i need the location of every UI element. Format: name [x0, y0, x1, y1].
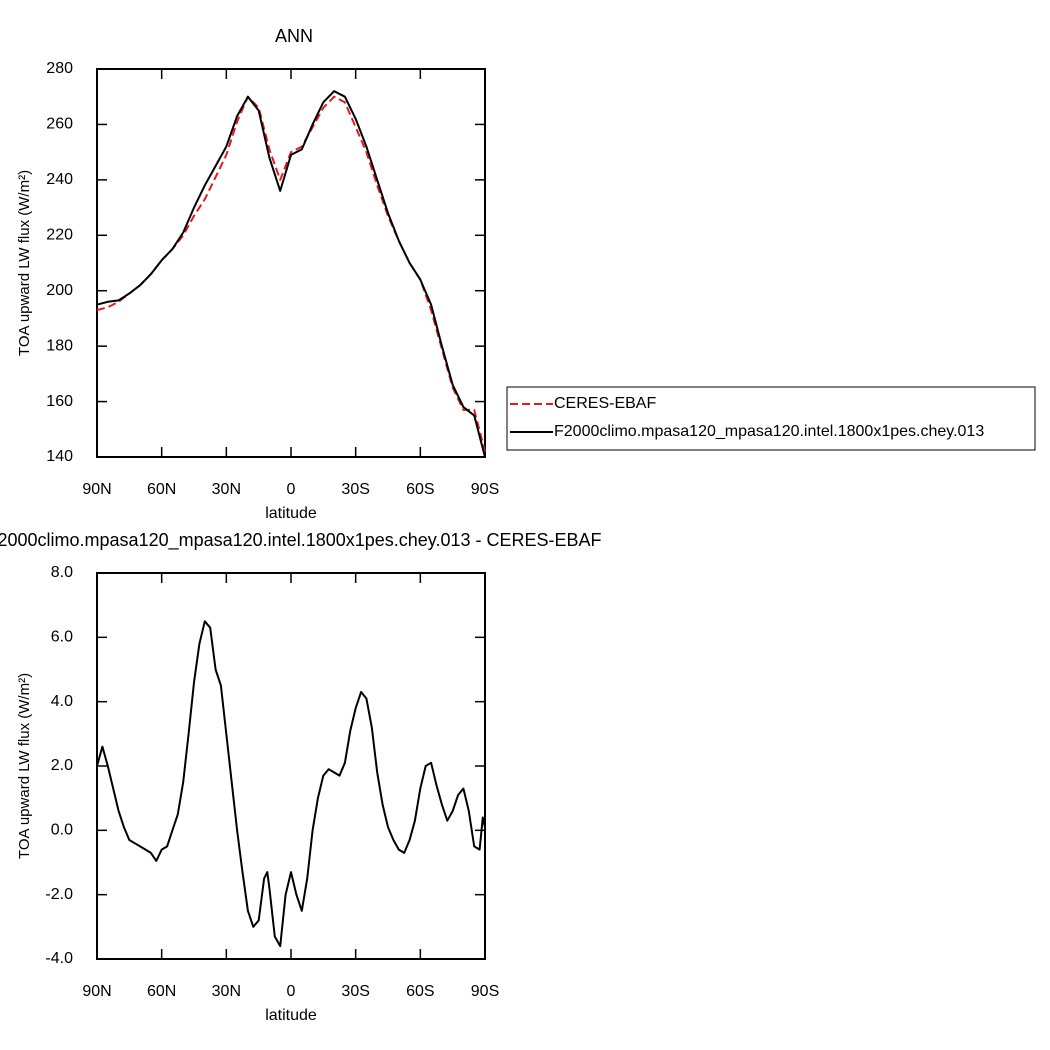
- legend-label: F2000climo.mpasa120_mpasa120.intel.1800x…: [554, 423, 984, 440]
- y-tick-label: 220: [46, 227, 73, 244]
- y-tick-label: 140: [46, 448, 73, 465]
- x-tick-label: 30S: [341, 983, 369, 1000]
- x-tick-label: 90N: [82, 983, 111, 1000]
- x-tick-label: 60S: [406, 481, 434, 498]
- chart-title: ANN: [275, 26, 313, 46]
- y-tick-label: 6.0: [51, 629, 73, 646]
- data-line: [96, 620, 486, 948]
- y-tick-label: 0.0: [51, 822, 73, 839]
- data-line: [96, 95, 486, 452]
- chart-title: F2000climo.mpasa120_mpasa120.intel.1800x…: [0, 530, 602, 551]
- plot-frame: [96, 68, 486, 458]
- y-tick-label: 200: [46, 282, 73, 299]
- y-tick-label: 160: [46, 393, 73, 410]
- y-tick-label: 8.0: [51, 564, 73, 581]
- data-line: [96, 90, 486, 458]
- y-tick-label: 180: [46, 337, 73, 354]
- x-axis-label: latitude: [265, 505, 317, 522]
- x-tick-label: 30S: [341, 481, 369, 498]
- x-tick-label: 30N: [212, 481, 241, 498]
- y-tick-label: 260: [46, 116, 73, 133]
- x-tick-label: 90S: [471, 983, 499, 1000]
- y-axis-label: TOA upward LW flux (W/m²): [16, 673, 33, 859]
- x-tick-label: 90N: [82, 481, 111, 498]
- x-tick-label: 0: [287, 983, 296, 1000]
- x-tick-label: 90S: [471, 481, 499, 498]
- y-axis-label: TOA upward LW flux (W/m²): [16, 170, 33, 356]
- x-axis-label: latitude: [265, 1007, 317, 1024]
- x-tick-label: 60S: [406, 983, 434, 1000]
- y-tick-label: -2.0: [45, 886, 73, 903]
- x-tick-label: 60N: [147, 481, 176, 498]
- x-tick-label: 0: [287, 481, 296, 498]
- x-tick-label: 60N: [147, 983, 176, 1000]
- legend-label: CERES-EBAF: [554, 395, 656, 412]
- y-tick-label: 2.0: [51, 757, 73, 774]
- y-tick-label: 240: [46, 171, 73, 188]
- y-tick-label: -4.0: [45, 950, 73, 967]
- legend-box: [506, 386, 1036, 451]
- y-tick-label: 4.0: [51, 693, 73, 710]
- y-tick-label: 280: [46, 60, 73, 77]
- x-tick-label: 30N: [212, 983, 241, 1000]
